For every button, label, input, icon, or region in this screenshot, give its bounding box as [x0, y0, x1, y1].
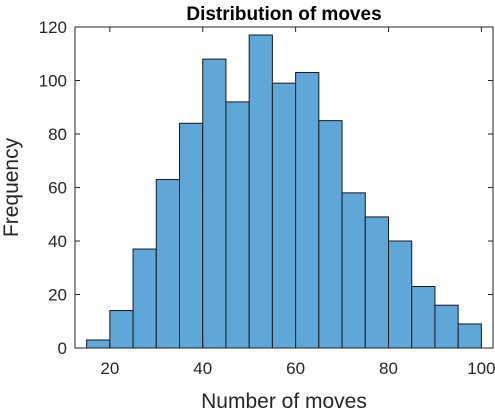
histogram-bar	[364, 216, 389, 349]
histogram-bar	[271, 82, 297, 349]
y-tick-label: 120	[39, 18, 67, 37]
y-tick-label: 80	[48, 125, 67, 144]
histogram-bar	[457, 323, 482, 349]
y-tick-label: 100	[39, 72, 67, 91]
x-tick-label: 100	[467, 359, 495, 378]
histogram-bar	[132, 248, 157, 349]
histogram-bar	[411, 285, 436, 349]
histogram-bar	[295, 71, 320, 349]
x-axis-ticks: 20 40 60 80 100	[100, 27, 495, 378]
bars-group	[86, 34, 482, 349]
y-tick-label: 0	[58, 339, 67, 358]
x-tick-label: 60	[286, 359, 305, 378]
histogram-bar	[434, 304, 459, 349]
x-tick-label: 20	[100, 359, 119, 378]
y-tick-label: 40	[48, 232, 67, 251]
histogram-bar	[155, 178, 180, 349]
x-axis-label: Number of moves	[201, 390, 367, 411]
histogram-bar	[248, 34, 273, 349]
y-axis-ticks: 0 20 40 60 80 100 120	[39, 18, 493, 358]
histogram-bar	[202, 58, 227, 349]
y-tick-label: 20	[48, 286, 67, 305]
histogram-bar	[225, 101, 250, 349]
histogram-bar	[388, 240, 413, 349]
x-tick-label: 80	[379, 359, 398, 378]
y-tick-label: 60	[48, 179, 67, 198]
histogram-bar	[179, 122, 204, 349]
y-axis-label: Frequency	[0, 137, 23, 237]
x-tick-label: 40	[193, 359, 212, 378]
chart-title: Distribution of moves	[186, 4, 381, 25]
histogram-bar	[109, 310, 134, 349]
histogram-bar	[341, 192, 366, 349]
histogram-bar	[86, 339, 111, 349]
histogram-bar	[318, 120, 343, 349]
